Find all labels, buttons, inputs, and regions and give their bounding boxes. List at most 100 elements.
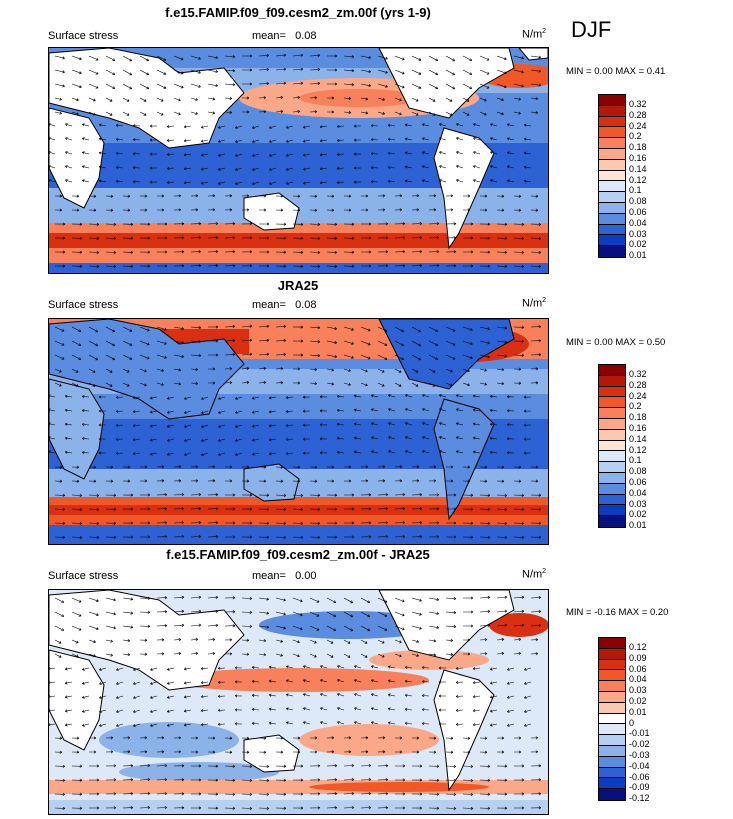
colorbar-label: 0.32 — [629, 99, 647, 109]
panel-2-map — [48, 318, 549, 545]
colorbar-label: 0.24 — [629, 120, 647, 131]
colorbar-label: 0.01 — [629, 706, 647, 717]
colorbar-label: 0.2 — [629, 131, 642, 142]
colorbar-label: 0.02 — [629, 239, 647, 250]
panel-3-units: N/m2 — [522, 568, 547, 581]
panel-3-colorbar — [598, 637, 626, 801]
colorbar-swatch — [599, 494, 625, 506]
colorbar-label: -0.01 — [629, 728, 650, 739]
colorbar-label: 0.01 — [629, 520, 647, 531]
colorbar-label: 0.24 — [629, 390, 647, 401]
colorbar-label: 0.08 — [629, 466, 647, 477]
panel-2-colorbar — [598, 364, 626, 528]
colorbar-swatch — [599, 756, 625, 768]
colorbar-swatch — [599, 638, 625, 649]
colorbar-swatch — [599, 386, 625, 398]
panel-1-units: N/m2 — [522, 28, 547, 41]
colorbar-swatch — [599, 767, 625, 779]
mean-label: mean= — [252, 30, 286, 42]
colorbar-label: 0.03 — [629, 228, 647, 239]
panel-2-mean: mean= 0.08 — [252, 299, 317, 311]
colorbar-swatch — [599, 181, 625, 193]
mean-value: 0.00 — [295, 570, 317, 582]
colorbar-swatch — [599, 235, 625, 247]
panel-1-map — [48, 47, 549, 274]
colorbar-label: 0 — [629, 717, 635, 728]
colorbar-label: 0.01 — [629, 250, 647, 261]
colorbar-swatch — [599, 659, 625, 671]
colorbar-swatch — [599, 202, 625, 214]
colorbar-swatch — [599, 789, 625, 800]
colorbar-swatch — [599, 691, 625, 703]
colorbar-label: 0.06 — [629, 207, 647, 217]
colorbar-swatch — [599, 95, 625, 106]
mean-label: mean= — [252, 299, 286, 311]
colorbar-swatch — [599, 375, 625, 387]
colorbar-swatch — [599, 159, 625, 171]
colorbar-swatch — [599, 713, 625, 725]
colorbar-swatch — [599, 648, 625, 660]
colorbar-label: 0.12 — [629, 642, 647, 652]
colorbar-swatch — [599, 397, 625, 409]
colorbar-label: -0.12 — [629, 793, 650, 804]
panel-2-left-label: Surface stress — [48, 299, 119, 311]
colorbar-label: 0.04 — [629, 217, 647, 228]
colorbar-label: 0.28 — [629, 109, 647, 120]
colorbar-label: 0.18 — [629, 142, 647, 153]
colorbar-swatch — [599, 418, 625, 430]
colorbar-swatch — [599, 483, 625, 495]
colorbar-label: 0.06 — [629, 477, 647, 487]
panel-1-map-svg — [49, 48, 548, 273]
colorbar-label: 0.08 — [629, 196, 647, 207]
colorbar-swatch — [599, 472, 625, 484]
colorbar-swatch — [599, 429, 625, 441]
colorbar-label: 0.06 — [629, 663, 647, 674]
colorbar-swatch — [599, 408, 625, 419]
colorbar-label: 0.28 — [629, 379, 647, 390]
colorbar-label: -0.02 — [629, 739, 650, 750]
colorbar-swatch — [599, 505, 625, 517]
colorbar-label: -0.03 — [629, 750, 650, 760]
colorbar-swatch — [599, 516, 625, 527]
colorbar-label: 0.32 — [629, 369, 647, 379]
panel-1-left-label: Surface stress — [48, 30, 119, 42]
colorbar-swatch — [599, 148, 625, 160]
colorbar-swatch — [599, 670, 625, 682]
colorbar-label: 0.16 — [629, 153, 647, 163]
colorbar-swatch — [599, 224, 625, 236]
colorbar-swatch — [599, 462, 625, 473]
colorbar-swatch — [599, 735, 625, 746]
colorbar-label: 0.14 — [629, 163, 647, 174]
colorbar-swatch — [599, 105, 625, 117]
colorbar-swatch — [599, 138, 625, 149]
colorbar-swatch — [599, 170, 625, 182]
colorbar-label: 0.09 — [629, 652, 647, 663]
panel-2-title: JRA25 — [277, 278, 319, 293]
panel-3-mean: mean= 0.00 — [252, 570, 317, 582]
colorbar-swatch — [599, 778, 625, 790]
colorbar-swatch — [599, 365, 625, 376]
colorbar-label: -0.04 — [629, 760, 650, 771]
panel-1-mean: mean= 0.08 — [252, 30, 317, 42]
colorbar-label: -0.06 — [629, 771, 650, 782]
panel-3-left-label: Surface stress — [48, 570, 119, 582]
colorbar-swatch — [599, 213, 625, 225]
colorbar-swatch — [599, 246, 625, 257]
colorbar-label: 0.12 — [629, 444, 647, 455]
colorbar-label: 0.02 — [629, 509, 647, 520]
colorbar-label: 0.1 — [629, 455, 642, 466]
panel-3-title: f.e15.FAMIP.f09_f09.cesm2_zm.00f - JRA25 — [166, 547, 430, 562]
panel-3-map-svg — [49, 590, 548, 814]
colorbar-label: 0.04 — [629, 487, 647, 498]
panel-2-map-svg — [49, 319, 548, 544]
colorbar-label: 0.2 — [629, 401, 642, 412]
panel-2-minmax: MIN = 0.00 MAX = 0.50 — [566, 337, 666, 348]
mean-value: 0.08 — [295, 30, 317, 42]
colorbar-label: 0.12 — [629, 174, 647, 185]
colorbar-swatch — [599, 440, 625, 452]
panel-2-units: N/m2 — [522, 297, 547, 310]
colorbar-swatch — [599, 192, 625, 203]
colorbar-swatch — [599, 116, 625, 128]
colorbar-label: -0.09 — [629, 782, 650, 793]
panel-1-title: f.e15.FAMIP.f09_f09.cesm2_zm.00f (yrs 1-… — [165, 5, 431, 20]
